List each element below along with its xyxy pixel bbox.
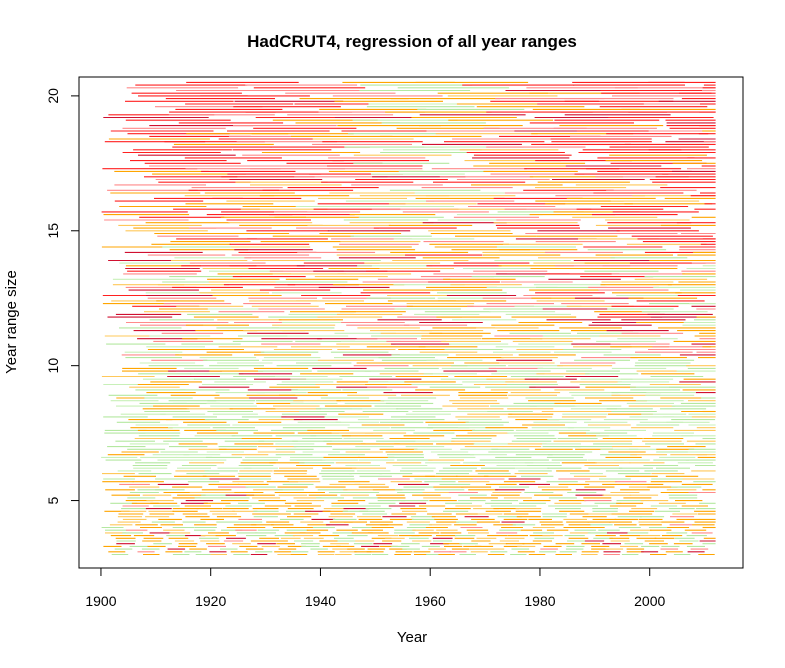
- y-tick-label: 15: [45, 223, 61, 239]
- y-axis-label: Year range size: [3, 270, 20, 374]
- x-tick-label: 1920: [195, 593, 226, 609]
- x-tick-label: 1980: [524, 593, 555, 609]
- x-tick-label: 1940: [305, 593, 336, 609]
- x-tick-label: 1900: [85, 593, 116, 609]
- y-tick-label: 10: [45, 358, 61, 374]
- y-tick-label: 5: [45, 496, 61, 504]
- x-axis: 1900 1920 1940 1960 1980 2000: [85, 567, 665, 609]
- x-tick-label: 2000: [634, 593, 665, 609]
- y-axis: 5 10 15 20: [45, 88, 80, 504]
- segment-layer: [101, 81, 716, 556]
- x-axis-label: Year: [397, 629, 427, 646]
- chart-title: HadCRUT4, regression of all year ranges: [247, 32, 577, 51]
- x-tick-label: 1960: [415, 593, 446, 609]
- y-tick-label: 20: [45, 88, 61, 104]
